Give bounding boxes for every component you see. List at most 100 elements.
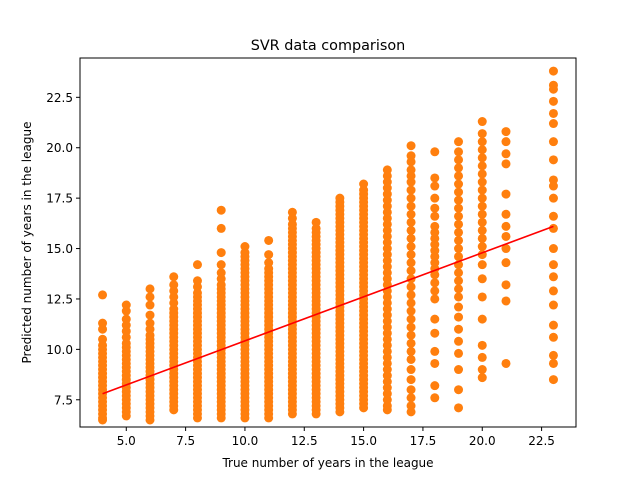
data-point-13-7 bbox=[406, 346, 416, 356]
data-point-18-11 bbox=[548, 211, 558, 221]
data-point-13-33 bbox=[406, 141, 416, 151]
data-point-6-42 bbox=[240, 242, 250, 252]
data-point-16-21 bbox=[477, 145, 487, 155]
data-point-7-40 bbox=[264, 235, 274, 245]
data-point-13-24 bbox=[406, 209, 416, 219]
data-point-14-8 bbox=[430, 278, 440, 288]
data-point-14-20 bbox=[430, 193, 440, 203]
data-point-18-7 bbox=[548, 272, 558, 282]
data-point-15-25 bbox=[454, 155, 464, 165]
data-point-12-40 bbox=[382, 165, 392, 175]
data-point-18-15 bbox=[548, 155, 558, 165]
data-point-15-7 bbox=[454, 302, 464, 312]
data-point-14-3 bbox=[430, 346, 440, 356]
data-point-11-55 bbox=[359, 179, 369, 189]
y-tick-label-4: 17.5 bbox=[46, 192, 73, 206]
data-point-14-18 bbox=[430, 211, 440, 221]
data-point-14-5 bbox=[430, 314, 440, 324]
data-point-15-27 bbox=[454, 137, 464, 147]
data-point-15-19 bbox=[454, 203, 464, 213]
data-point-15-4 bbox=[454, 336, 464, 346]
data-point-18-19 bbox=[548, 96, 558, 106]
data-point-17-9 bbox=[501, 159, 511, 169]
y-tick-label-5: 20.0 bbox=[46, 141, 73, 155]
data-point-13-27 bbox=[406, 185, 416, 195]
data-point-15-11 bbox=[454, 268, 464, 278]
data-point-0-22 bbox=[98, 318, 108, 328]
x-axis-label: True number of years in the league bbox=[221, 456, 433, 470]
data-point-15-14 bbox=[454, 244, 464, 254]
data-point-16-13 bbox=[477, 209, 487, 219]
data-point-18-16 bbox=[548, 137, 558, 147]
data-point-17-1 bbox=[501, 296, 511, 306]
data-point-14-19 bbox=[430, 203, 440, 213]
data-point-16-24 bbox=[477, 117, 487, 127]
data-point-16-7 bbox=[477, 260, 487, 270]
data-point-17-2 bbox=[501, 280, 511, 290]
data-point-13-30 bbox=[406, 165, 416, 175]
data-point-13-9 bbox=[406, 330, 416, 340]
data-point-0-20 bbox=[98, 334, 108, 344]
data-point-13-15 bbox=[406, 282, 416, 292]
y-ticks: 7.5 10.0 12.5 15.0 17.5 20.0 22.5 bbox=[46, 91, 80, 407]
plot-frame bbox=[79, 57, 577, 428]
data-point-4-33 bbox=[192, 276, 202, 286]
data-point-4-34 bbox=[192, 260, 202, 270]
data-point-16-19 bbox=[477, 161, 487, 171]
data-point-15-15 bbox=[454, 235, 464, 245]
data-point-18-4 bbox=[548, 320, 558, 330]
data-point-2-23 bbox=[145, 318, 155, 328]
data-point-16-10 bbox=[477, 233, 487, 243]
x-tick-label-4: 15.0 bbox=[350, 434, 377, 448]
data-point-16-2 bbox=[477, 352, 487, 362]
data-point-14-4 bbox=[430, 328, 440, 338]
data-point-16-5 bbox=[477, 292, 487, 302]
data-point-5-39 bbox=[216, 205, 226, 215]
data-point-15-9 bbox=[454, 284, 464, 294]
data-point-15-13 bbox=[454, 252, 464, 262]
data-point-16-15 bbox=[477, 193, 487, 203]
data-point-17-6 bbox=[501, 221, 511, 231]
data-point-18-14 bbox=[548, 175, 558, 185]
data-point-13-3 bbox=[406, 385, 416, 395]
data-point-15-10 bbox=[454, 276, 464, 286]
data-point-15-16 bbox=[454, 227, 464, 237]
data-point-14-7 bbox=[430, 286, 440, 296]
data-point-15-0 bbox=[454, 403, 464, 413]
data-point-13-26 bbox=[406, 193, 416, 203]
data-point-14-0 bbox=[430, 393, 440, 403]
data-point-14-17 bbox=[430, 221, 440, 231]
data-point-3-29 bbox=[169, 280, 179, 290]
y-tick-label-2: 12.5 bbox=[46, 292, 73, 306]
data-point-18-21 bbox=[548, 80, 558, 90]
data-point-1-24 bbox=[121, 300, 131, 310]
data-point-18-0 bbox=[548, 375, 558, 385]
data-point-16-12 bbox=[477, 217, 487, 227]
data-point-18-1 bbox=[548, 358, 558, 368]
data-point-15-18 bbox=[454, 211, 464, 221]
data-point-16-1 bbox=[477, 365, 487, 375]
data-point-17-3 bbox=[501, 258, 511, 268]
data-point-16-3 bbox=[477, 340, 487, 350]
data-point-18-9 bbox=[548, 244, 558, 254]
data-point-18-17 bbox=[548, 119, 558, 129]
data-point-9-47 bbox=[311, 217, 321, 227]
data-point-13-17 bbox=[406, 266, 416, 276]
data-point-2-25 bbox=[145, 300, 155, 310]
data-point-16-14 bbox=[477, 201, 487, 211]
data-point-16-6 bbox=[477, 274, 487, 284]
data-point-13-13 bbox=[406, 298, 416, 308]
data-point-18-5 bbox=[548, 300, 558, 310]
data-point-15-2 bbox=[454, 365, 464, 375]
data-point-17-0 bbox=[501, 358, 511, 368]
data-point-13-32 bbox=[406, 151, 416, 161]
regression-line bbox=[102, 225, 554, 395]
x-tick-label-3: 12.5 bbox=[291, 434, 318, 448]
data-point-17-12 bbox=[501, 127, 511, 137]
data-point-18-8 bbox=[548, 260, 558, 270]
data-point-16-17 bbox=[477, 177, 487, 187]
data-point-13-8 bbox=[406, 338, 416, 348]
data-point-15-23 bbox=[454, 171, 464, 181]
data-point-18-18 bbox=[548, 108, 558, 118]
